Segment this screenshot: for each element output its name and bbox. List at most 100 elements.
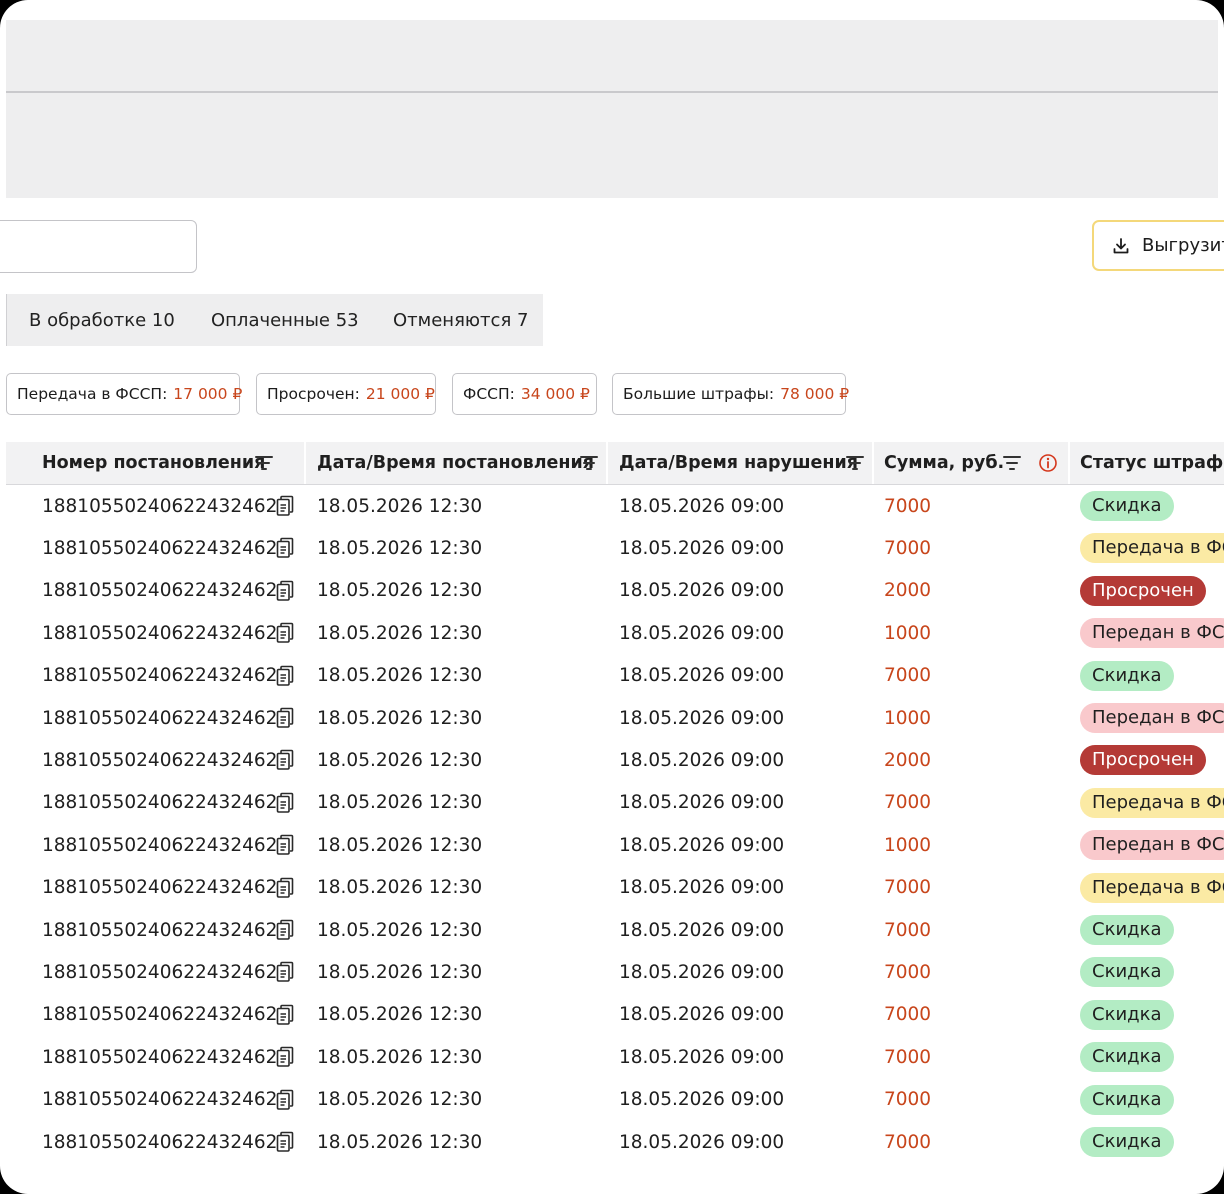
filter-chip-fssp[interactable]: ФССП: 34 000 ₽ <box>452 373 597 415</box>
search-input[interactable] <box>0 220 197 273</box>
filter-icon[interactable] <box>846 455 864 471</box>
table-row[interactable]: 18810550240622432462 18.05.2026 12:30 18.0… <box>0 1121 1224 1163</box>
table-row[interactable]: 18810550240622432462 18.05.2026 12:30 18.0… <box>0 782 1224 824</box>
table-row[interactable]: 18810550240622432462 18.05.2026 12:30 18.0… <box>0 951 1224 993</box>
table-row[interactable]: 18810550240622432462 18.05.2026 12:30 18.0… <box>0 697 1224 739</box>
column-header-decree-date[interactable]: Дата/Время постановления <box>317 453 595 473</box>
copy-icon[interactable] <box>275 909 295 951</box>
status-badge: Скидка <box>1080 491 1174 521</box>
copy-icon[interactable] <box>275 485 295 527</box>
decree-datetime: 18.05.2026 12:30 <box>317 665 483 687</box>
fine-amount: 7000 <box>884 1004 932 1026</box>
decree-datetime: 18.05.2026 12:30 <box>317 749 483 771</box>
violation-datetime: 18.05.2026 09:00 <box>619 877 785 899</box>
status-badge: Скидка <box>1080 915 1174 945</box>
divider <box>6 91 1218 93</box>
filter-icon[interactable] <box>255 455 273 471</box>
column-divider <box>304 442 306 484</box>
export-button[interactable]: Выгрузит <box>1092 220 1224 271</box>
table-row[interactable]: 18810550240622432462 18.05.2026 12:30 18.0… <box>0 612 1224 654</box>
status-cell: Передача в ФС <box>1080 782 1224 824</box>
skeleton-header-block <box>6 20 1218 91</box>
status-badge: Скидка <box>1080 1127 1174 1157</box>
status-badge: Передача в ФС <box>1080 533 1224 564</box>
copy-icon[interactable] <box>275 570 295 612</box>
export-button-label: Выгрузит <box>1142 235 1224 256</box>
tab-paid[interactable]: Оплаченные 53 <box>211 309 359 331</box>
tab-processing[interactable]: В обработке 10 <box>29 309 175 331</box>
fine-amount: 7000 <box>884 665 932 687</box>
decree-datetime: 18.05.2026 12:30 <box>317 537 483 559</box>
copy-icon[interactable] <box>275 782 295 824</box>
fine-amount: 7000 <box>884 1131 932 1153</box>
filter-icon[interactable] <box>580 455 598 471</box>
status-cell: Передан в ФС <box>1080 612 1224 654</box>
table-row[interactable]: 18810550240622432462 18.05.2026 12:30 18.0… <box>0 739 1224 781</box>
info-icon[interactable] <box>1038 453 1058 473</box>
status-badge: Передача в ФС <box>1080 872 1224 903</box>
copy-icon[interactable] <box>275 697 295 739</box>
decree-number: 18810550240622432462 <box>42 1004 278 1026</box>
copy-icon[interactable] <box>275 1121 295 1163</box>
copy-icon[interactable] <box>275 1079 295 1121</box>
table-row[interactable]: 18810550240622432462 18.05.2026 12:30 18.0… <box>0 485 1224 527</box>
status-cell: Скидка <box>1080 1121 1174 1163</box>
decree-datetime: 18.05.2026 12:30 <box>317 1004 483 1026</box>
violation-datetime: 18.05.2026 09:00 <box>619 749 785 771</box>
table-header: Номер постановления Дата/Время постановл… <box>6 442 1224 485</box>
column-header-violation-date[interactable]: Дата/Время нарушения <box>619 453 858 473</box>
column-divider <box>872 442 874 484</box>
copy-icon[interactable] <box>275 612 295 654</box>
copy-icon[interactable] <box>275 867 295 909</box>
status-cell: Скидка <box>1080 909 1174 951</box>
copy-icon[interactable] <box>275 824 295 866</box>
status-badge: Скидка <box>1080 1042 1174 1073</box>
copy-icon[interactable] <box>275 739 295 781</box>
status-tabs: В обработке 10 Оплаченные 53 Отменяются … <box>6 294 543 346</box>
status-badge: Скидка <box>1080 1084 1174 1115</box>
table-row[interactable]: 18810550240622432462 18.05.2026 12:30 18.0… <box>0 994 1224 1036</box>
status-badge: Передан в ФС <box>1080 703 1224 733</box>
violation-datetime: 18.05.2026 09:00 <box>619 1004 785 1026</box>
decree-datetime: 18.05.2026 12:30 <box>317 1131 483 1153</box>
column-header-status[interactable]: Статус штрафа <box>1080 453 1224 473</box>
table-row[interactable]: 18810550240622432462 18.05.2026 12:30 18.0… <box>0 570 1224 612</box>
status-badge: Передача в ФС <box>1080 787 1224 818</box>
violation-datetime: 18.05.2026 09:00 <box>619 707 785 729</box>
column-header-sum[interactable]: Сумма, руб. <box>884 453 1005 473</box>
filter-icon[interactable] <box>1003 455 1021 471</box>
status-badge: Передан в ФС <box>1080 618 1224 649</box>
table-row[interactable]: 18810550240622432462 18.05.2026 12:30 18.0… <box>0 909 1224 951</box>
table-row[interactable]: 18810550240622432462 18.05.2026 12:30 18.0… <box>0 1036 1224 1078</box>
fine-amount: 1000 <box>884 622 932 644</box>
tab-cancelling[interactable]: Отменяются 7 <box>393 309 529 331</box>
copy-icon[interactable] <box>275 655 295 697</box>
decree-datetime: 18.05.2026 12:30 <box>317 495 483 517</box>
table-row[interactable]: 18810550240622432462 18.05.2026 12:30 18.0… <box>0 527 1224 569</box>
violation-datetime: 18.05.2026 09:00 <box>619 1131 785 1153</box>
status-cell: Скидка <box>1080 1079 1174 1121</box>
filter-chip-big-fines[interactable]: Большие штрафы: 78 000 ₽ <box>612 373 849 415</box>
column-header-number[interactable]: Номер постановления <box>42 453 266 473</box>
decree-datetime: 18.05.2026 12:30 <box>317 707 483 729</box>
violation-datetime: 18.05.2026 09:00 <box>619 665 785 687</box>
table-row[interactable]: 18810550240622432462 18.05.2026 12:30 18.0… <box>0 824 1224 866</box>
table-row[interactable]: 18810550240622432462 18.05.2026 12:30 18.0… <box>0 655 1224 697</box>
copy-icon[interactable] <box>275 994 295 1036</box>
filter-chip-fssp-transfer[interactable]: Передача в ФССП: 17 000 ₽ <box>6 373 242 415</box>
status-badge: Скидка <box>1080 957 1174 988</box>
table-row[interactable]: 18810550240622432462 18.05.2026 12:30 18.0… <box>0 867 1224 909</box>
violation-datetime: 18.05.2026 09:00 <box>619 834 785 856</box>
decree-number: 18810550240622432462 <box>42 495 278 517</box>
table-row[interactable]: 18810550240622432462 18.05.2026 12:30 18.0… <box>0 1079 1224 1121</box>
status-badge: Просрочен <box>1080 745 1206 776</box>
fine-amount: 7000 <box>884 1046 932 1068</box>
filter-chip-overdue[interactable]: Просрочен: 21 000 ₽ <box>256 373 436 415</box>
decree-datetime: 18.05.2026 12:30 <box>317 1089 483 1111</box>
copy-icon[interactable] <box>275 1036 295 1078</box>
copy-icon[interactable] <box>275 527 295 569</box>
copy-icon[interactable] <box>275 951 295 993</box>
chip-amount: 34 000 ₽ <box>520 385 590 403</box>
fine-amount: 7000 <box>884 537 932 559</box>
